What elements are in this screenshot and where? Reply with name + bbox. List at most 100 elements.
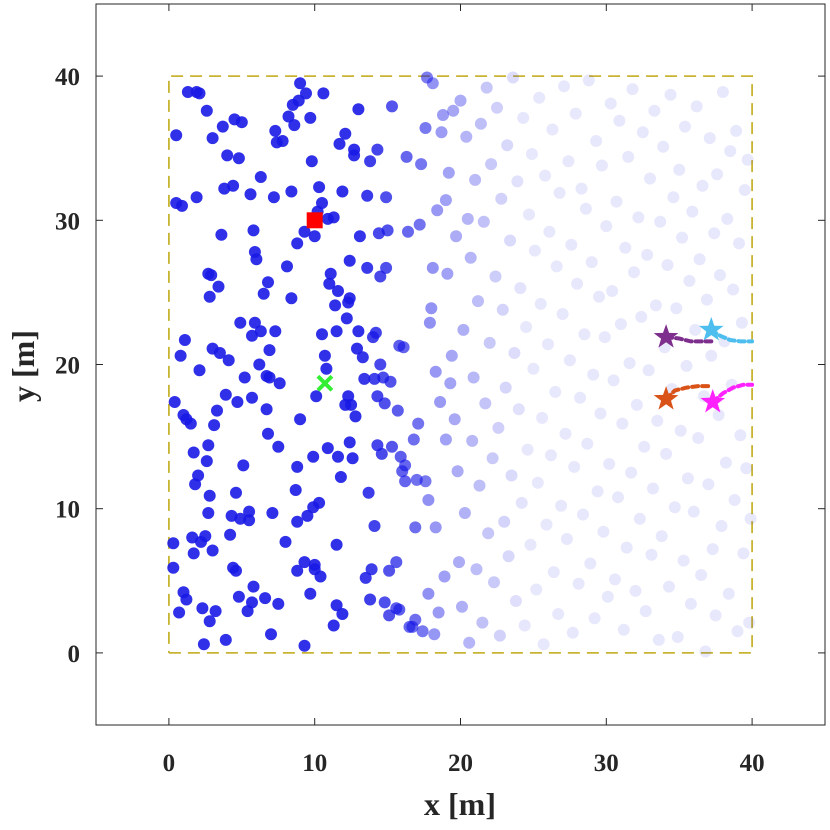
sensor-point-faded [661,259,674,271]
sensor-point-faded [441,267,454,280]
y-tick-label: 0 [68,641,81,668]
sensor-point [215,228,228,241]
sensor-point [298,639,311,652]
sensor-point [180,593,193,606]
sensor-point [419,122,432,134]
sensor-point [250,253,263,266]
sensor-point [397,341,410,354]
sensor-point-faded [542,338,554,351]
sensor-point [291,515,304,528]
sensor-point-faded [696,179,709,192]
sensor-point-faded [664,88,677,101]
sensor-point-faded [721,212,734,225]
sensor-point [167,561,180,574]
sensor-point [244,188,257,201]
sensor-layer [167,71,757,658]
sensor-point [384,375,397,388]
sensor-point [346,452,359,465]
sensor-point-faded [466,434,479,447]
sensor-point-faded [671,631,684,643]
sensor-point-faded [438,570,451,583]
sensor-point [399,459,412,472]
sensor-point-faded [514,282,527,295]
sensor-point [267,191,280,204]
sensor-point-faded [562,155,575,168]
sensor-point [313,496,326,509]
sensor-point [173,606,186,619]
sensor-point-faded [442,166,455,179]
sensor-point-faded [680,359,693,372]
sensor-point [205,269,218,282]
sensor-point [289,484,302,496]
sensor-point [192,469,205,482]
sensor-point-faded [534,297,547,310]
sensor-point-faded [474,117,487,130]
source-marker [306,212,323,229]
sensor-point [343,292,356,305]
sensor-point-faded [699,645,712,658]
sensor-point [181,86,194,98]
sensor-point-faded [502,550,515,563]
sensor-point [266,507,279,519]
sensor-point [316,328,328,341]
sensor-point-faded [716,86,729,98]
sensor-point [200,455,213,468]
sensor-point-faded [485,158,498,171]
sensor-point [356,351,369,364]
sensor-point [187,547,200,560]
sensor-point [399,475,412,488]
sensor-point-faded [450,230,463,243]
sensor-point-faded [689,323,702,336]
sensor-point [208,419,221,432]
sensor-point [358,372,371,385]
sensor-point-faded [733,237,745,250]
sensor-point-faded [687,505,700,518]
sensor-point-faded [521,443,534,456]
y-axis-label: y [m] [5,330,41,402]
sensor-point-faded [533,91,546,104]
sensor-point-faded [604,97,617,110]
sensor-point [339,127,352,140]
y-tick-label: 40 [55,64,80,91]
sensor-point-faded [741,153,754,166]
sensor-point [272,440,285,453]
sensor-point-faded [555,499,568,512]
sensor-point-faded [435,126,448,139]
sensor-point-faded [458,507,471,519]
sensor-point [400,150,413,163]
sensor-point [361,189,374,202]
sensor-point-faded [439,194,452,207]
sensor-point [407,433,420,446]
sensor-point-faded [575,182,588,195]
sensor-point-faded [709,609,722,622]
sensor-point [227,179,240,192]
sensor-point [301,509,314,522]
sensor-point-faded [501,139,514,152]
sensor-point-faded [469,173,482,186]
sensor-point [353,230,366,243]
sensor-point-faded [594,407,607,420]
sensor-point [324,267,337,280]
sensor-point-faded [439,433,452,446]
sensor-point-faded [453,556,465,569]
sensor-point-faded [610,195,623,208]
sensor-point [234,512,247,525]
sensor-point-faded [660,447,673,460]
sensor-point-faded [489,270,502,283]
sensor-point [285,185,298,198]
sensor-point-faded [633,512,646,525]
sensor-point [203,290,216,303]
sensor-point-faded [705,349,718,362]
sensor-point [222,354,235,367]
sensor-point [364,155,377,168]
trajectory-layer [664,327,755,404]
sensor-point [193,87,206,100]
sensor-point-faded [587,368,600,381]
sensor-point-faded [493,629,506,642]
sensor-point [234,316,247,329]
sensor-point-faded [464,251,477,264]
sensor-point-faded [448,413,461,426]
sensor-point-faded [578,328,591,341]
sensor-point-faded [652,633,665,646]
sensor-point-faded [565,238,578,251]
